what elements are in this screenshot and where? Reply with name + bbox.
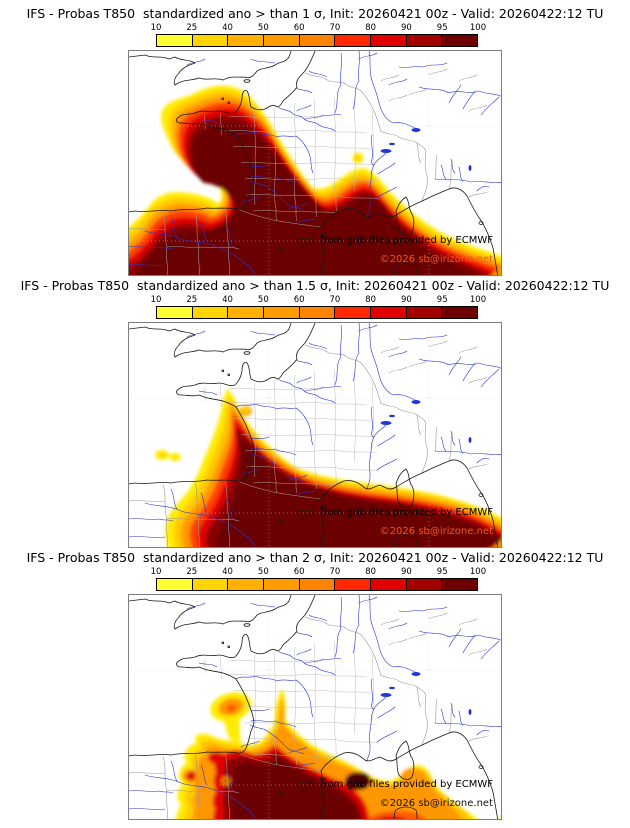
colorbar-tick-row: 10 25 40 50 60 70 80 90 95 100 [151, 567, 487, 578]
heat-layer [176, 689, 501, 819]
colorbar-segment [406, 35, 443, 46]
colorbar-tick-label: 60 [293, 567, 305, 577]
colorbar-tick-row: 10 25 40 50 60 70 80 90 95 100 [151, 23, 487, 34]
heat-layer [155, 389, 501, 547]
colorbar-segment [228, 307, 265, 318]
colorbar-tick-label: 80 [365, 23, 377, 33]
colorbar-tick-row: 10 25 40 50 60 70 80 90 95 100 [151, 295, 487, 306]
map-svg-1sigma [129, 51, 501, 275]
colorbar-tick-label: 95 [436, 295, 448, 305]
credit-copyright: ©2026 sb@irizone.net [379, 526, 493, 537]
colorbar-tick-label: 80 [365, 295, 377, 305]
colorbar-tick-label: 40 [222, 567, 233, 577]
probability-colorbar: 10 25 40 50 60 70 80 90 95 100 [151, 295, 487, 321]
colorbar-tick-label: 40 [222, 23, 233, 33]
colorbar-segment [157, 35, 193, 46]
credit-ecmwf: from grib files provided by ECMWF [320, 235, 493, 246]
probability-colorbar: 10 25 40 50 60 70 80 90 95 100 [151, 23, 487, 49]
colorbar-bar [156, 34, 478, 47]
colorbar-segment [192, 307, 229, 318]
colorbar-segment [371, 35, 407, 46]
colorbar-segment [442, 35, 478, 46]
colorbar-bar [156, 306, 478, 319]
colorbar-tick-label: 50 [257, 295, 269, 305]
colorbar-tick-label: 70 [329, 23, 341, 33]
colorbar-tick-label: 100 [469, 295, 487, 305]
colorbar-segment [157, 307, 193, 318]
colorbar-segment [192, 35, 229, 46]
panel-sigma-2: IFS - Probas T850 standardized ano > tha… [0, 544, 630, 820]
colorbar-segment [335, 307, 372, 318]
colorbar-tick-label: 70 [329, 295, 341, 305]
colorbar-segment [157, 579, 193, 590]
colorbar-segment [192, 579, 229, 590]
colorbar-segment [299, 579, 336, 590]
colorbar-tick-label: 10 [150, 23, 162, 33]
colorbar-tick-label: 95 [436, 567, 448, 577]
colorbar-tick-label: 95 [436, 23, 448, 33]
colorbar-segment [442, 307, 478, 318]
page-title: IFS - Probas T850 standardized ano > tha… [26, 550, 604, 565]
colorbar-segment [299, 307, 336, 318]
colorbar-segment [371, 579, 407, 590]
credit-ecmwf: from grib files provided by ECMWF [320, 507, 493, 518]
colorbar-tick-label: 50 [257, 23, 269, 33]
colorbar-segment [228, 579, 265, 590]
map-panel-2sigma: from grib files provided by ECMWF ©2026 … [128, 594, 502, 820]
page-title: IFS - Probas T850 standardized ano > tha… [20, 278, 610, 293]
colorbar-segment [299, 35, 336, 46]
colorbar-segment [335, 579, 372, 590]
colorbar-segment [335, 35, 372, 46]
colorbar-segment [406, 579, 443, 590]
colorbar-tick-label: 40 [222, 295, 233, 305]
colorbar-segment [371, 307, 407, 318]
colorbar-segment [264, 579, 300, 590]
colorbar-tick-label: 90 [401, 23, 412, 33]
colorbar-tick-label: 60 [293, 23, 305, 33]
colorbar-segment [264, 35, 300, 46]
page-title: IFS - Probas T850 standardized ano > tha… [26, 6, 604, 21]
credit-ecmwf: from grib files provided by ECMWF [320, 779, 493, 790]
colorbar-tick-label: 100 [469, 23, 487, 33]
colorbar-tick-label: 25 [186, 295, 198, 305]
map-panel-1-5sigma: from grib files provided by ECMWF ©2026 … [128, 322, 502, 548]
map-svg-1-5sigma [129, 323, 501, 547]
map-panel-1sigma: from grib files provided by ECMWF ©2026 … [128, 50, 502, 276]
probability-colorbar: 10 25 40 50 60 70 80 90 95 100 [151, 567, 487, 593]
map-svg-2sigma [129, 595, 501, 819]
panel-sigma-1-5: IFS - Probas T850 standardized ano > tha… [0, 272, 630, 548]
colorbar-segment [442, 579, 478, 590]
colorbar-segment [264, 307, 300, 318]
colorbar-tick-label: 25 [186, 23, 198, 33]
colorbar-segment [228, 35, 265, 46]
colorbar-tick-label: 80 [365, 567, 377, 577]
colorbar-tick-label: 25 [186, 567, 198, 577]
heat-layer [129, 85, 501, 275]
panel-sigma-1: IFS - Probas T850 standardized ano > tha… [0, 0, 630, 276]
colorbar-tick-label: 10 [150, 295, 162, 305]
colorbar-tick-label: 70 [329, 567, 341, 577]
colorbar-bar [156, 578, 478, 591]
credit-copyright: ©2026 sb@irizone.net [379, 798, 493, 809]
colorbar-tick-label: 50 [257, 567, 269, 577]
colorbar-segment [406, 307, 443, 318]
colorbar-tick-label: 60 [293, 295, 305, 305]
credit-copyright: ©2026 sb@irizone.net [379, 254, 493, 265]
colorbar-tick-label: 10 [150, 567, 162, 577]
colorbar-tick-label: 100 [469, 567, 487, 577]
colorbar-tick-label: 90 [401, 567, 412, 577]
colorbar-tick-label: 90 [401, 295, 412, 305]
